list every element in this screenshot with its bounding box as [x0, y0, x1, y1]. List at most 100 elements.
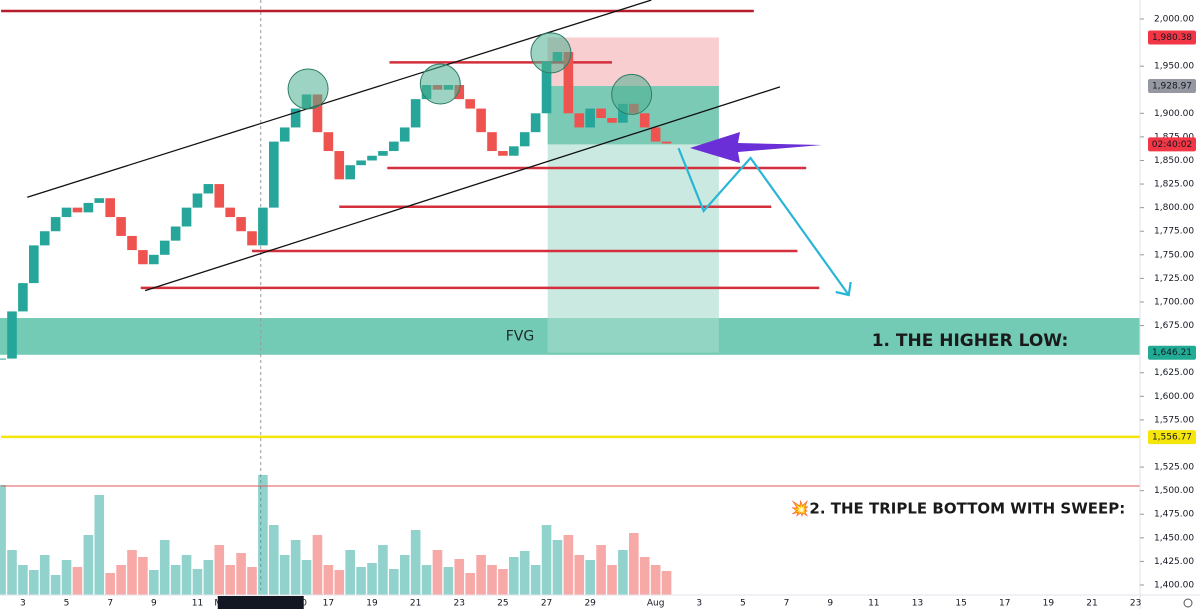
candle [530, 113, 541, 133]
x-tick-label: 17 [999, 599, 1010, 609]
drawings: FVG 1. THE HIGHER LOW: 💥2. THE TRIPLE BOTT… [27, 0, 1125, 518]
candle [18, 283, 28, 312]
volume-bar [192, 569, 203, 595]
volume-bar [541, 525, 552, 595]
volume-bar [159, 540, 170, 595]
x-tick-label: 29 [584, 599, 596, 609]
y-tick-label: 1,775.00 [1154, 227, 1194, 237]
candle [399, 127, 410, 142]
y-tick-label: 1,750.00 [1154, 250, 1194, 260]
candle [639, 113, 650, 128]
candle [236, 217, 246, 232]
candle [39, 231, 50, 246]
price-marker [1148, 78, 1196, 93]
volume-bar [410, 530, 421, 595]
candle [105, 198, 115, 218]
candle [258, 207, 268, 246]
volume-bar [563, 535, 574, 595]
y-tick-label: 1,700.00 [1154, 297, 1194, 307]
volume-bar [105, 573, 115, 595]
highlight-circle [611, 73, 653, 115]
volume-bar [650, 565, 661, 595]
price-marker [1148, 30, 1196, 45]
candle [72, 207, 83, 213]
candle [138, 250, 148, 265]
y-tick-label: 2,000.00 [1154, 14, 1194, 24]
volume-bar [214, 545, 225, 595]
x-tick-label: 3 [20, 599, 26, 609]
x-tick-label: 7 [107, 599, 113, 609]
y-tick-label: 1,600.00 [1154, 392, 1194, 402]
y-tick-label: 1,450.00 [1154, 533, 1194, 543]
candle [116, 217, 126, 236]
y-tick-label: 1,800.00 [1154, 203, 1194, 213]
candle [367, 155, 377, 161]
y-tick-label: 1,900.00 [1154, 109, 1194, 119]
y-tick-label: 1,825.00 [1154, 180, 1194, 190]
price-marker-label: 1,980.38 [1152, 33, 1192, 43]
volume-bar [138, 557, 148, 595]
volume-bar [269, 525, 279, 595]
x-tick-label: 9 [151, 599, 157, 609]
x-tick-label: 21 [410, 599, 421, 609]
x-tick-label: 21 [1086, 599, 1097, 609]
volume-bar [629, 533, 639, 595]
volume-bar [258, 475, 268, 595]
volume-bar [18, 565, 28, 595]
candle [574, 113, 585, 128]
volume-bar [334, 570, 345, 595]
candle [127, 235, 137, 251]
candle [563, 51, 574, 114]
candle [214, 184, 225, 208]
volume-bar [312, 535, 323, 595]
y-tick-label: 1,725.00 [1154, 274, 1194, 284]
candle [618, 103, 628, 123]
x-tick-label: 23 [1130, 599, 1141, 609]
annotation: 1. THE HIGHER LOW: [872, 331, 1069, 351]
candle [290, 108, 301, 128]
price-marker [1148, 430, 1196, 445]
volume-bar [552, 540, 563, 595]
candle [661, 141, 672, 144]
price-marker [1148, 345, 1196, 360]
candle [487, 132, 497, 152]
candle [192, 193, 203, 208]
volume-bar [618, 550, 628, 595]
zones [0, 0, 1140, 595]
volume-bar [301, 560, 312, 595]
channel-line [144, 86, 781, 292]
candle [498, 151, 508, 156]
fvg-label: FVG [506, 328, 534, 344]
x-tick-label: 9 [827, 599, 833, 609]
candle [159, 240, 170, 255]
candle [410, 99, 421, 128]
candle [83, 202, 94, 213]
x-tick-label: 7 [784, 599, 790, 609]
volume-bar [443, 567, 454, 595]
candle [149, 254, 159, 265]
volume-bar [72, 567, 83, 595]
volume-bar [345, 550, 355, 595]
candle [476, 108, 486, 133]
volume-bar [399, 555, 410, 595]
candle [356, 160, 366, 166]
crosshair-box [217, 596, 304, 609]
candle [509, 146, 519, 156]
candle [29, 245, 39, 284]
volume-bar [61, 560, 72, 595]
volume-bar [247, 567, 257, 595]
y-tick-label: 1,875.00 [1154, 132, 1194, 142]
volume-bar [596, 545, 606, 595]
volume-bar [356, 567, 366, 595]
x-tick-label: 13 [912, 599, 923, 609]
volume-bar [585, 560, 595, 595]
x-tick-label: 5 [740, 599, 746, 609]
settings-icon[interactable] [1183, 598, 1193, 608]
volume-bar [509, 557, 519, 595]
volume-bar [487, 565, 497, 595]
candle [596, 108, 606, 119]
candle [465, 99, 475, 109]
volume-bar [367, 563, 377, 595]
volume-bar [465, 573, 475, 595]
